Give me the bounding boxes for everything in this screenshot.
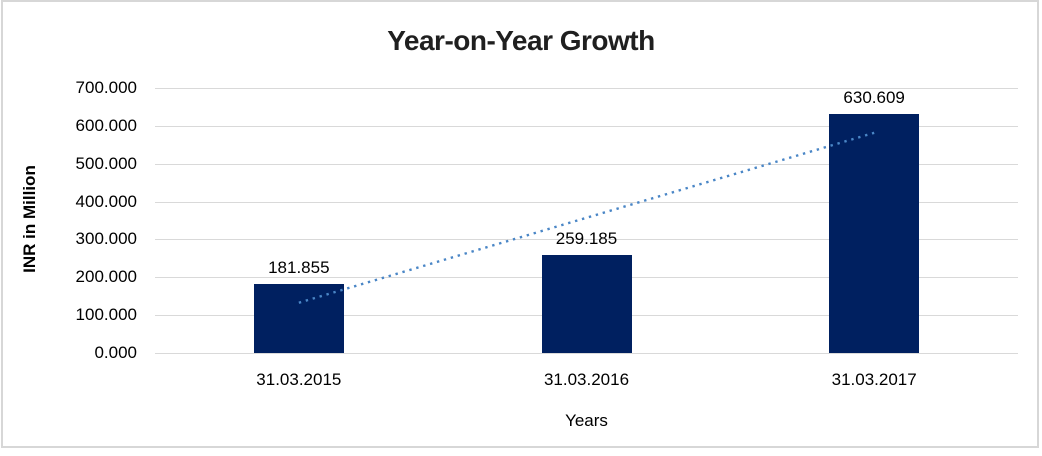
y-tick-label: 300.000 xyxy=(75,229,137,249)
plot-area: 181.855 259.185 630.609 xyxy=(155,88,1018,354)
bar-31.03.2015 xyxy=(253,284,344,353)
gridline xyxy=(155,88,1018,89)
x-axis-tick-labels: 31.03.2015 31.03.2016 31.03.2017 xyxy=(155,371,1018,391)
y-tick-label: 500.000 xyxy=(75,153,137,173)
chart-title: Year-on-Year Growth xyxy=(387,25,655,56)
x-axis-title: Years xyxy=(565,411,608,430)
gridline xyxy=(155,239,1018,241)
bar-31.03.2016 xyxy=(541,254,632,353)
bar-value-label: 630.609 xyxy=(843,88,905,108)
trendline xyxy=(298,131,875,304)
gridline xyxy=(155,163,1018,165)
bar-series: 181.855 259.185 630.609 xyxy=(155,88,1018,353)
x-tick-label: 31.03.2015 xyxy=(256,370,342,389)
gridline xyxy=(155,353,1018,354)
bar-value-label: 181.855 xyxy=(268,258,330,278)
y-tick-label: 600.000 xyxy=(75,115,137,135)
bar-value-label: 259.185 xyxy=(555,228,618,248)
y-tick-label: 700.000 xyxy=(75,78,137,97)
y-tick-label: 200.000 xyxy=(75,267,137,287)
bar-31.03.2017 xyxy=(829,114,920,353)
gridline xyxy=(155,125,1018,127)
x-tick-label: 31.03.2017 xyxy=(831,370,917,389)
y-tick-label: 400.000 xyxy=(75,191,137,211)
y-axis-tick-labels: 700.000 600.000 500.000 400.000 300.000 200.0… xyxy=(0,79,155,362)
y-tick-label: 0.000 xyxy=(94,343,137,362)
x-tick-label: 31.03.2016 xyxy=(543,370,630,389)
gridline xyxy=(155,201,1018,203)
y-tick-label: 100.000 xyxy=(75,305,137,325)
